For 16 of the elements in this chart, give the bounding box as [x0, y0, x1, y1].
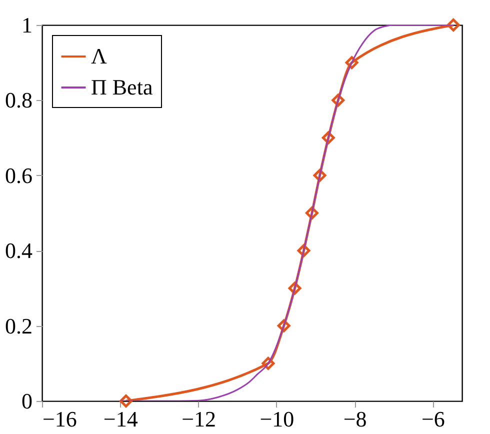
point	[120, 394, 132, 408]
x-tick-label: −10	[260, 406, 294, 432]
point	[446, 18, 460, 32]
x-tick-label: −8	[343, 406, 367, 432]
y-tick-label: 0	[22, 388, 32, 414]
x-tick-label: −12	[182, 406, 216, 432]
x-tick-label: −6	[421, 406, 445, 432]
x-tick-label: −14	[103, 406, 138, 432]
y-tick-label: 1	[22, 12, 32, 38]
y-tick-label: 0.8	[5, 88, 32, 113]
y-tick-label: 0.4	[5, 238, 32, 264]
legend-label: Π Beta	[91, 74, 153, 100]
x-tick-label: −16	[42, 406, 77, 432]
y-tick-label: 0.6	[5, 162, 32, 188]
y-tick-label: 0.2	[5, 313, 32, 338]
legend-label: Λ	[91, 44, 107, 68]
